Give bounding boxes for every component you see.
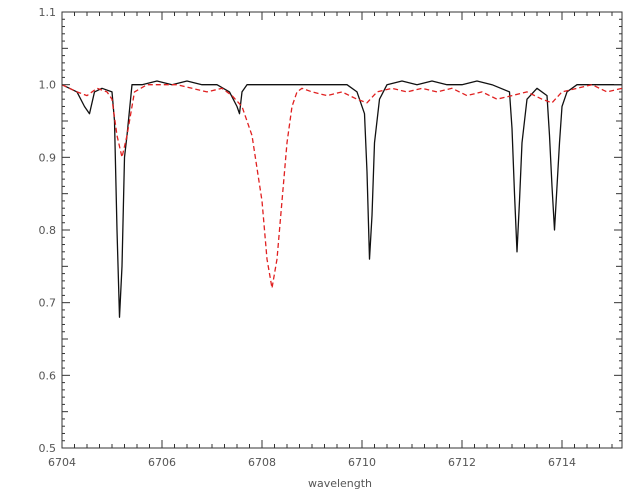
x-tick-label: 6714 <box>548 456 576 469</box>
plot-frame <box>61 11 623 449</box>
x-tick-label: 6710 <box>348 456 376 469</box>
x-axis: 6704 6706 6708 6710 6712 6714 <box>48 12 613 469</box>
x-tick-label: 6708 <box>248 456 276 469</box>
y-tick-label: 0.8 <box>39 224 57 237</box>
series-layer <box>61 80 623 318</box>
y-tick-label: 0.5 <box>39 442 57 455</box>
y-axis: 0.5 0.6 0.7 0.8 0.9 1.0 1.1 <box>39 6 622 455</box>
series-line-solid <box>61 80 622 318</box>
y-tick-label: 1.1 <box>39 6 57 19</box>
x-tick-label: 6712 <box>448 456 476 469</box>
y-tick-label: 0.7 <box>39 297 57 310</box>
x-tick-label: 6704 <box>48 456 76 469</box>
y-tick-label: 0.6 <box>39 369 57 382</box>
x-tick-label: 6706 <box>148 456 176 469</box>
plot-border <box>61 11 623 449</box>
x-axis-title: wavelength <box>308 477 372 490</box>
y-tick-label: 1.0 <box>39 79 57 92</box>
series-line-dashed <box>61 84 623 289</box>
y-tick-label: 0.9 <box>39 151 57 164</box>
